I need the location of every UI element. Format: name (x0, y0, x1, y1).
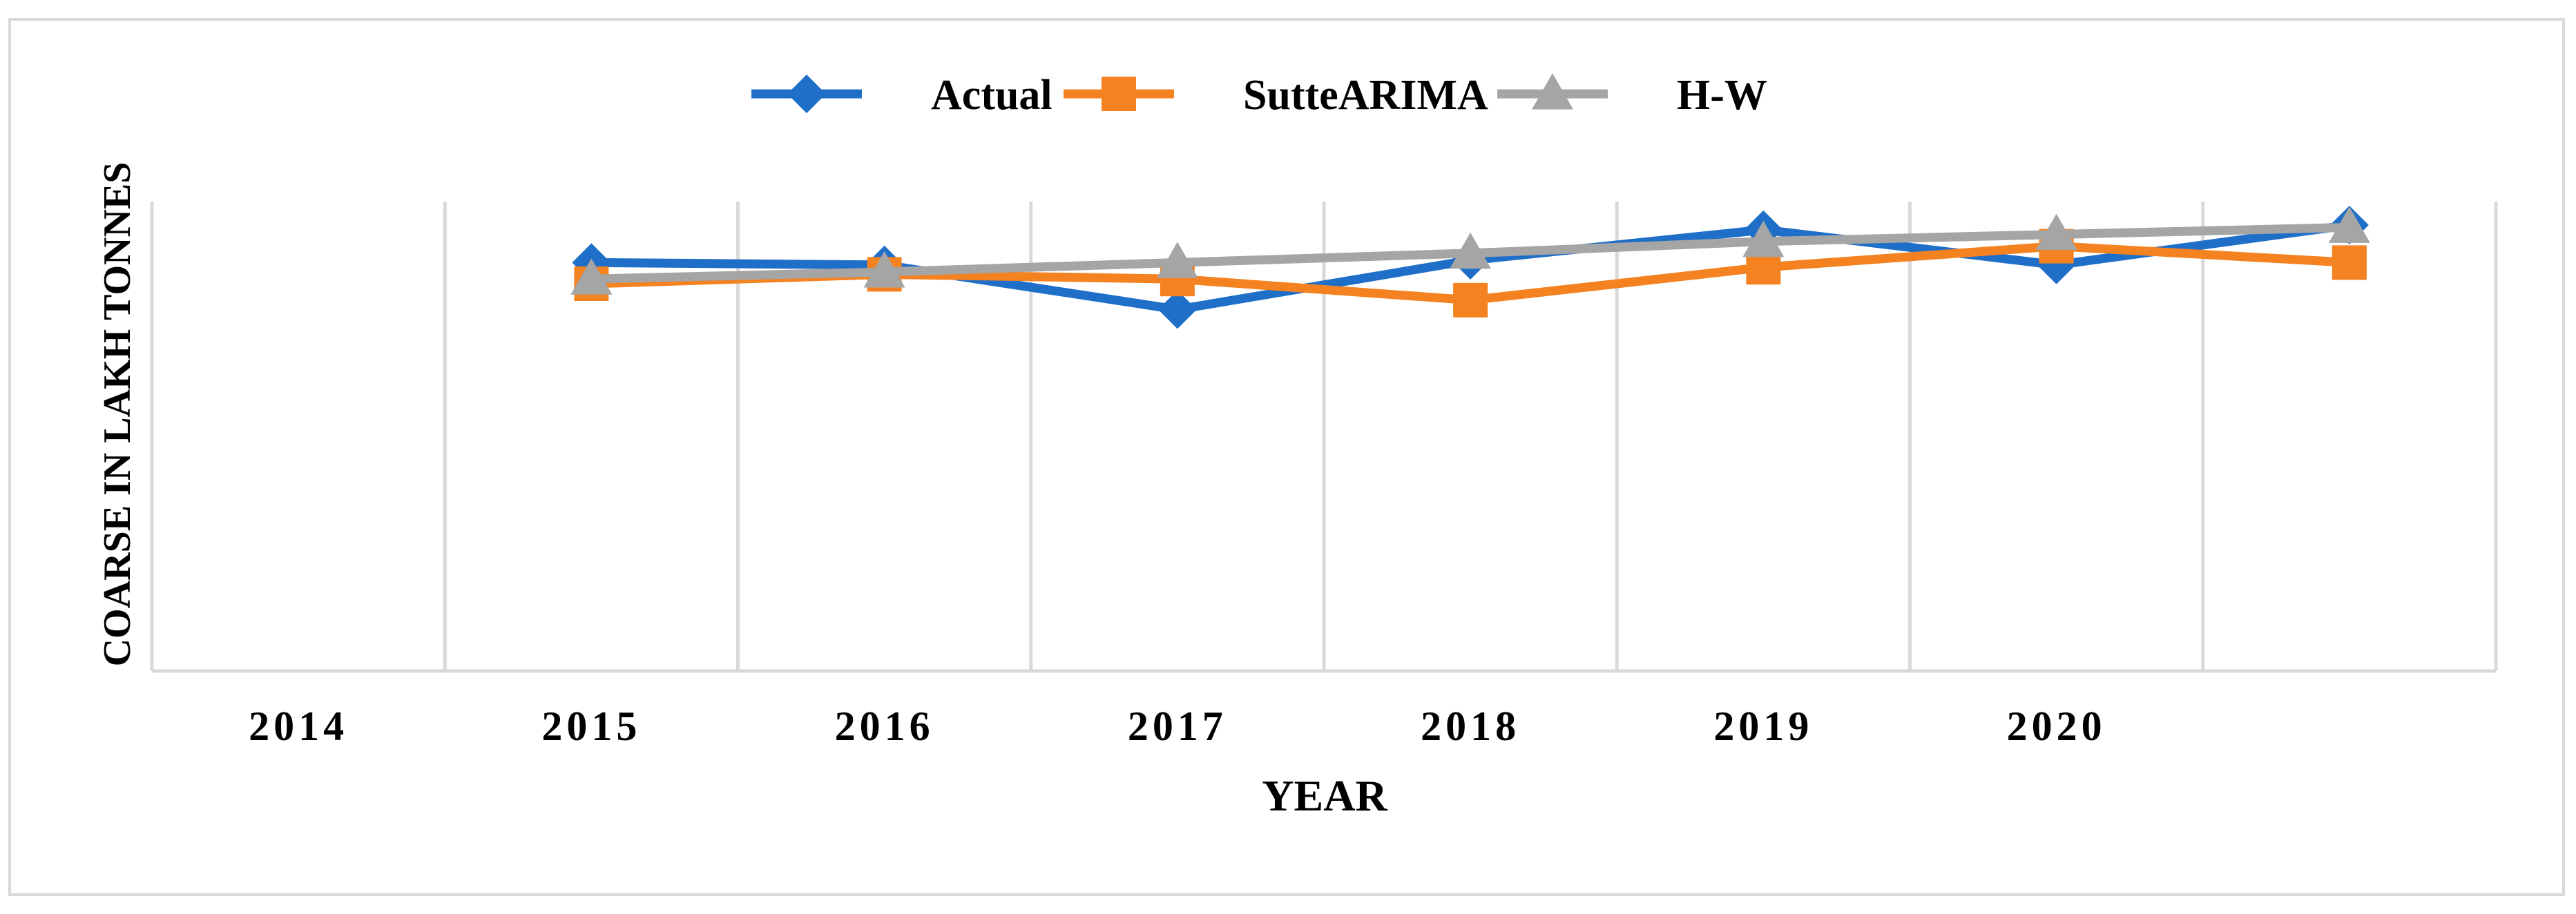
legend-marker (1102, 77, 1136, 111)
legend: Actual SutteARIMA H-W (751, 72, 1767, 119)
legend-label: SutteARIMA (1243, 72, 1488, 119)
legend-item: Actual (751, 72, 1052, 119)
gridlines (150, 202, 2498, 671)
x-tick-label: 2016 (835, 703, 934, 749)
x-tick-label: 2015 (541, 703, 641, 749)
data-point (570, 258, 613, 295)
data-point (2328, 206, 2370, 243)
y-axis-title: COARSE IN LAKH TONNES (96, 162, 139, 667)
legend-item: SutteARIMA (1064, 72, 1488, 119)
legend-marker (1532, 73, 1573, 110)
legend-label: Actual (931, 72, 1052, 119)
legend-item: H-W (1497, 72, 1767, 119)
data-point (1742, 220, 1785, 257)
data-point (2332, 245, 2367, 280)
x-tick-label: 2018 (1421, 703, 1520, 749)
legend-label: H-W (1677, 72, 1767, 119)
x-tick-label: 2017 (1128, 703, 1227, 749)
chart-frame (8, 18, 2565, 896)
data-point (1156, 242, 1198, 278)
legend-marker (787, 75, 826, 113)
x-tick-label: 2014 (249, 703, 348, 749)
data-point (1453, 282, 1488, 318)
data-point (2035, 213, 2077, 251)
x-tick-label: 2019 (1713, 703, 1813, 749)
x-tick-labels: 2014 2015 2016 2017 2018 2019 2020 (249, 703, 2106, 749)
data-point (1157, 290, 1197, 329)
series-layer (570, 206, 2370, 329)
x-axis-title: YEAR (1262, 771, 1387, 820)
data-point (863, 251, 905, 288)
data-point (1450, 232, 1492, 269)
x-tick-label: 2020 (2007, 703, 2106, 749)
series-h-w (570, 206, 2370, 295)
